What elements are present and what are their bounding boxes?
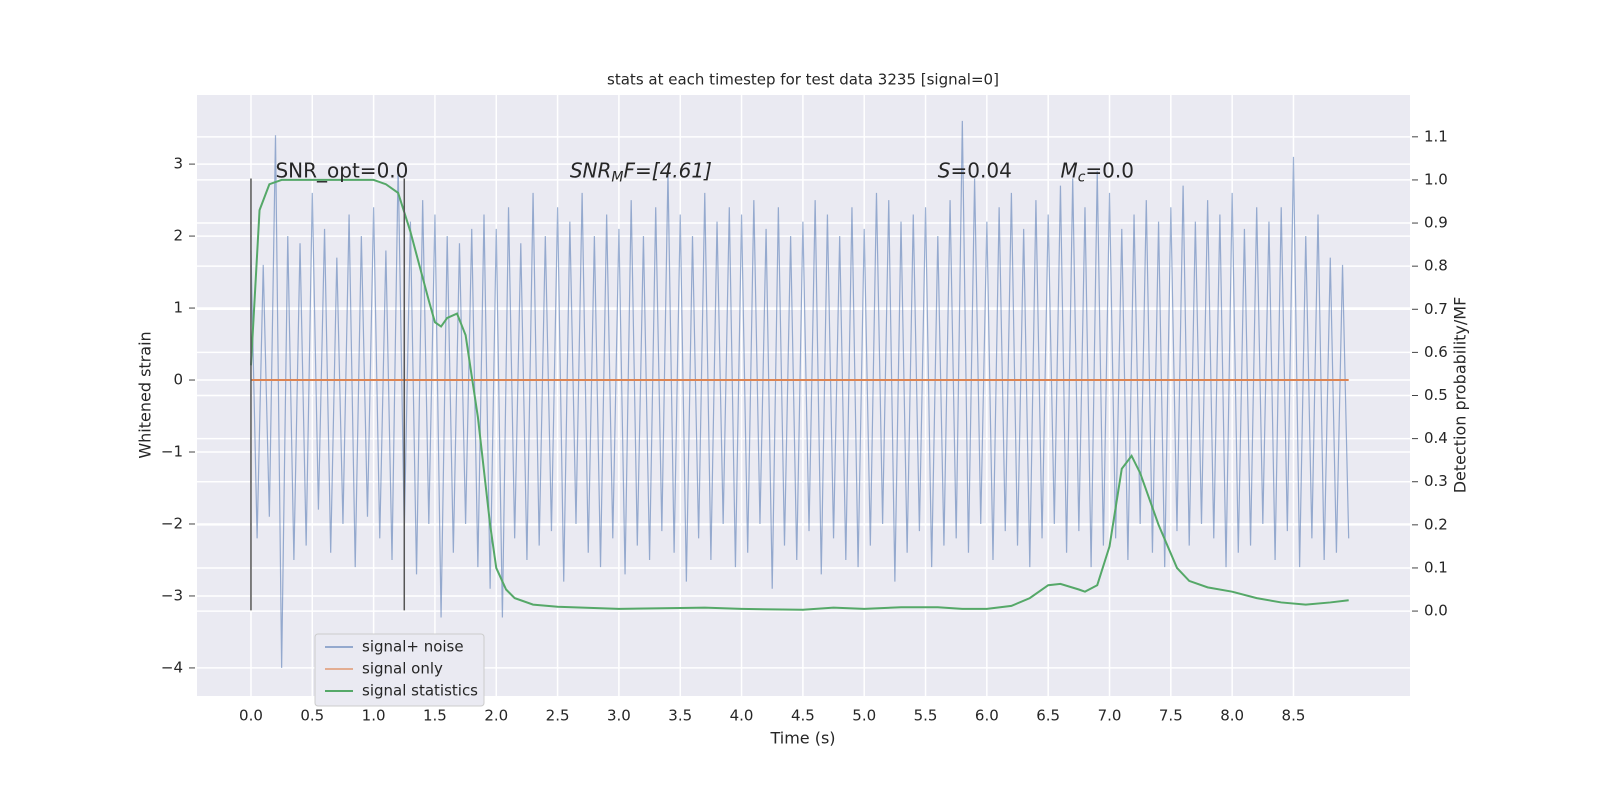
legend-label: signal statistics bbox=[362, 682, 478, 700]
x-tick-label: 7.5 bbox=[1159, 707, 1183, 725]
annotation: Mc=0.0 bbox=[1060, 158, 1134, 186]
annotation: S=0.04 bbox=[938, 158, 1012, 182]
y2-tick-label: 0.6 bbox=[1424, 343, 1448, 361]
annotation-part: SNR bbox=[570, 158, 612, 182]
y-tick-label: −3 bbox=[161, 586, 183, 604]
y2-tick-label: 0.1 bbox=[1424, 558, 1448, 576]
x-tick-label: 2.0 bbox=[484, 707, 508, 725]
annotation-part: SNR_opt=0.0 bbox=[275, 158, 408, 182]
x-tick-label: 4.5 bbox=[791, 707, 815, 725]
annotation-part: F=[4.61] bbox=[624, 158, 712, 182]
chart-title: stats at each timestep for test data 323… bbox=[607, 71, 999, 89]
annotation: SNR_opt=0.0 bbox=[275, 158, 408, 182]
x-tick-label: 7.0 bbox=[1098, 707, 1122, 725]
annotation-part: M bbox=[1060, 158, 1077, 182]
y2-axis-label: Detection probability/MF bbox=[1451, 297, 1470, 494]
legend-label: signal+ noise bbox=[362, 638, 464, 656]
annotation-part: c bbox=[1078, 169, 1086, 185]
annotation-part: S bbox=[938, 158, 951, 182]
x-tick-label: 1.5 bbox=[423, 707, 447, 725]
y2-tick-label: 1.0 bbox=[1424, 170, 1448, 188]
y-tick-label: 3 bbox=[173, 155, 183, 173]
y2-tick-label: 0.7 bbox=[1424, 300, 1448, 318]
x-tick-label: 8.0 bbox=[1220, 707, 1244, 725]
y-axis-label: Whitened strain bbox=[136, 331, 155, 458]
x-axis-label: Time (s) bbox=[769, 729, 835, 748]
y-tick-label: 0 bbox=[173, 371, 183, 389]
x-tick-label: 6.0 bbox=[975, 707, 999, 725]
y-tick-label: −4 bbox=[161, 658, 183, 676]
y-tick-label: −2 bbox=[161, 514, 183, 532]
x-tick-label: 8.5 bbox=[1282, 707, 1306, 725]
x-tick-label: 5.0 bbox=[852, 707, 876, 725]
annotation-part: =0.0 bbox=[1085, 158, 1134, 182]
x-tick-label: 3.0 bbox=[607, 707, 631, 725]
y2-tick-label: 0.5 bbox=[1424, 386, 1448, 404]
y-tick-label: 2 bbox=[173, 227, 183, 245]
x-tick-label: 5.5 bbox=[914, 707, 938, 725]
y2-tick-label: 0.2 bbox=[1424, 515, 1448, 533]
x-tick-label: 3.5 bbox=[668, 707, 692, 725]
x-tick-label: 0.5 bbox=[300, 707, 324, 725]
annotation-part: =0.04 bbox=[951, 158, 1012, 182]
series-line bbox=[250, 120, 1350, 668]
x-tick-label: 0.0 bbox=[239, 707, 263, 725]
y2-tick-label: 0.9 bbox=[1424, 214, 1448, 232]
annotation: SNRMF=[4.61] bbox=[570, 158, 712, 186]
series-line bbox=[249, 178, 1349, 611]
legend-label: signal only bbox=[362, 660, 443, 678]
x-tick-label: 1.0 bbox=[362, 707, 386, 725]
y2-tick-label: 0.3 bbox=[1424, 472, 1448, 490]
y2-tick-label: 1.1 bbox=[1424, 127, 1448, 145]
y-tick-label: −1 bbox=[161, 443, 183, 461]
x-tick-label: 4.0 bbox=[730, 707, 754, 725]
y2-tick-label: 0.0 bbox=[1424, 602, 1448, 620]
annotation-part: M bbox=[611, 169, 623, 185]
x-tick-label: 2.5 bbox=[546, 707, 570, 725]
y2-tick-label: 0.8 bbox=[1424, 257, 1448, 275]
legend-box bbox=[314, 633, 485, 707]
y-tick-label: 1 bbox=[173, 299, 183, 317]
y2-tick-label: 0.4 bbox=[1424, 429, 1448, 447]
x-tick-label: 6.5 bbox=[1036, 707, 1060, 725]
